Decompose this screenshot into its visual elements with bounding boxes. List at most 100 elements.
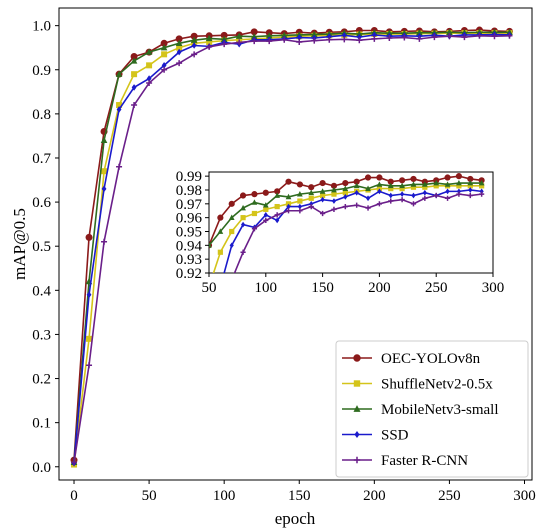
legend-label-ssd: SSD bbox=[381, 428, 409, 444]
inset-series-mobilenetv3-small bbox=[209, 179, 485, 248]
inset-data-point-faster-r-cnn bbox=[376, 201, 382, 207]
inset-data-point-ssd bbox=[445, 188, 450, 195]
data-point-mobilenetv3-small bbox=[175, 39, 183, 46]
inset-series-group bbox=[209, 173, 485, 273]
inset-data-point-faster-r-cnn bbox=[240, 249, 246, 255]
inset-data-point-shufflenetv2-0-5x bbox=[263, 206, 269, 212]
legend-marker-shufflenetv2-0-5x bbox=[353, 380, 361, 387]
inset-y-axis: 0.920.930.940.950.960.970.980.99 bbox=[176, 169, 209, 282]
inset-data-point-faster-r-cnn bbox=[365, 205, 371, 211]
legend-marker-ssd bbox=[354, 430, 360, 439]
data-point-faster-r-cnn bbox=[371, 35, 378, 42]
inset-data-point-faster-r-cnn bbox=[297, 208, 303, 214]
data-point-faster-r-cnn bbox=[446, 33, 453, 40]
inset-data-point-shufflenetv2-0-5x bbox=[240, 215, 246, 221]
inset-data-point-oec-yolov8n bbox=[296, 181, 303, 188]
data-point-faster-r-cnn bbox=[461, 34, 468, 41]
y-tick-label: 0.0 bbox=[32, 460, 51, 476]
inset-data-point-oec-yolov8n bbox=[319, 179, 326, 187]
legend-label-oec-yolov8n: OEC-YOLOv8n bbox=[381, 351, 481, 367]
data-point-mobilenetv3-small bbox=[386, 29, 393, 36]
data-point-faster-r-cnn bbox=[341, 36, 348, 43]
inset-data-point-ssd bbox=[309, 200, 314, 207]
data-point-faster-r-cnn bbox=[326, 36, 333, 43]
data-point-faster-r-cnn bbox=[116, 163, 123, 170]
data-point-faster-r-cnn bbox=[221, 41, 228, 48]
x-tick-label: 150 bbox=[288, 488, 311, 504]
inset-data-point-faster-r-cnn bbox=[388, 198, 394, 204]
inset-data-point-faster-r-cnn bbox=[274, 212, 280, 218]
inset-data-point-faster-r-cnn bbox=[354, 202, 360, 208]
inset-data-point-mobilenetv3-small bbox=[478, 179, 485, 186]
data-point-faster-r-cnn bbox=[311, 37, 318, 44]
inset-x-tick-label: 100 bbox=[255, 280, 278, 296]
x-tick-label: 0 bbox=[70, 488, 78, 504]
data-point-mobilenetv3-small bbox=[310, 30, 318, 38]
inset-data-point-oec-yolov8n bbox=[285, 178, 292, 185]
inset-data-point-mobilenetv3-small bbox=[365, 185, 371, 191]
data-point-mobilenetv3-small bbox=[250, 33, 258, 40]
y-tick-label: 1.0 bbox=[32, 19, 51, 35]
inset-series-faster-r-cnn bbox=[233, 191, 485, 273]
inset-data-point-mobilenetv3-small bbox=[274, 192, 281, 198]
data-point-oec-yolov8n bbox=[85, 233, 93, 241]
data-point-mobilenetv3-small bbox=[356, 30, 363, 37]
inset-y-tick-label: 0.98 bbox=[176, 183, 202, 199]
inset-data-point-shufflenetv2-0-5x bbox=[422, 184, 428, 190]
data-point-mobilenetv3-small bbox=[446, 28, 453, 35]
inset-data-point-ssd bbox=[331, 198, 337, 204]
inset-data-point-faster-r-cnn bbox=[331, 206, 337, 212]
data-point-faster-r-cnn bbox=[206, 43, 213, 50]
inset-data-point-shufflenetv2-0-5x bbox=[229, 228, 235, 235]
legend-marker-mobilenetv3-small bbox=[353, 405, 361, 412]
inset-data-point-faster-r-cnn bbox=[308, 203, 314, 210]
data-point-faster-r-cnn bbox=[431, 34, 438, 41]
y-tick-label: 0.8 bbox=[32, 107, 51, 123]
inset-data-point-mobilenetv3-small bbox=[217, 228, 224, 234]
y-tick-label: 0.6 bbox=[32, 195, 51, 211]
inset-data-point-shufflenetv2-0-5x bbox=[217, 249, 223, 255]
inset-data-point-ssd bbox=[456, 188, 461, 195]
inset-data-point-ssd bbox=[411, 192, 416, 199]
legend-label-faster-r-cnn: Faster R-CNN bbox=[381, 453, 468, 469]
inset-data-point-shufflenetv2-0-5x bbox=[467, 183, 473, 189]
x-axis-title: epoch bbox=[275, 509, 316, 528]
inset-data-point-mobilenetv3-small bbox=[331, 186, 337, 193]
inset-data-point-faster-r-cnn bbox=[342, 203, 348, 210]
data-point-ssd bbox=[371, 31, 377, 39]
data-point-mobilenetv3-small bbox=[160, 44, 168, 51]
inset-y-tick-label: 0.93 bbox=[176, 252, 202, 268]
inset-data-point-faster-r-cnn bbox=[467, 192, 473, 199]
inset-data-point-shufflenetv2-0-5x bbox=[297, 198, 303, 204]
series-faster-r-cnn bbox=[71, 32, 513, 466]
inset-data-point-oec-yolov8n bbox=[444, 174, 451, 181]
y-tick-label: 0.5 bbox=[32, 239, 51, 255]
inset-data-point-faster-r-cnn bbox=[479, 191, 485, 197]
inset-data-point-oec-yolov8n bbox=[376, 174, 383, 181]
legend-marker-faster-r-cnn bbox=[353, 456, 361, 464]
legend-label-mobilenetv3-small: MobileNetv3-small bbox=[381, 402, 498, 418]
data-point-ssd bbox=[296, 34, 302, 41]
inset-data-point-mobilenetv3-small bbox=[410, 181, 417, 187]
inset-x-tick-label: 300 bbox=[482, 280, 505, 296]
data-point-ssd bbox=[101, 185, 107, 193]
inset-data-point-mobilenetv3-small bbox=[467, 179, 474, 186]
inset-x-tick-label: 150 bbox=[311, 280, 334, 296]
y-tick-label: 0.2 bbox=[32, 372, 51, 388]
inset-y-tick-label: 0.96 bbox=[176, 211, 203, 227]
inset-x-tick-label: 50 bbox=[202, 280, 217, 296]
inset-data-point-faster-r-cnn bbox=[410, 201, 417, 207]
data-point-shufflenetv2-0-5x bbox=[116, 102, 123, 109]
data-point-mobilenetv3-small bbox=[235, 32, 243, 39]
inset-data-point-oec-yolov8n bbox=[455, 173, 463, 180]
data-point-ssd bbox=[356, 33, 362, 41]
inset-x-tick-label: 200 bbox=[368, 280, 391, 296]
inset-data-point-mobilenetv3-small bbox=[376, 181, 383, 187]
inset-x-axis: 50 100 150 200 250 300 bbox=[202, 273, 505, 296]
inset-y-tick-label: 0.95 bbox=[176, 224, 202, 240]
inset-data-point-mobilenetv3-small bbox=[342, 185, 349, 191]
inset-data-point-mobilenetv3-small bbox=[456, 179, 462, 186]
data-point-mobilenetv3-small bbox=[220, 35, 228, 43]
inset-data-point-oec-yolov8n bbox=[262, 189, 269, 196]
inset-data-point-oec-yolov8n bbox=[364, 174, 372, 181]
